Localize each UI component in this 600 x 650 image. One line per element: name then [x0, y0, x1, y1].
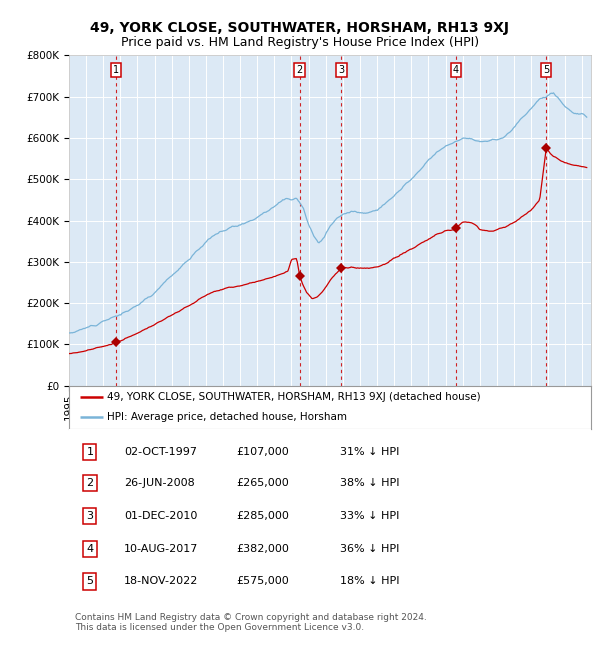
Text: Contains HM Land Registry data © Crown copyright and database right 2024.
This d: Contains HM Land Registry data © Crown c… [75, 613, 427, 632]
Text: 38% ↓ HPI: 38% ↓ HPI [340, 478, 400, 488]
Text: 18% ↓ HPI: 18% ↓ HPI [340, 577, 400, 586]
Text: 31% ↓ HPI: 31% ↓ HPI [340, 447, 400, 458]
Text: 4: 4 [86, 543, 94, 554]
Text: 49, YORK CLOSE, SOUTHWATER, HORSHAM, RH13 9XJ: 49, YORK CLOSE, SOUTHWATER, HORSHAM, RH1… [91, 21, 509, 35]
Text: 5: 5 [86, 577, 94, 586]
Text: 5: 5 [543, 65, 549, 75]
Text: 18-NOV-2022: 18-NOV-2022 [124, 577, 198, 586]
Text: 10-AUG-2017: 10-AUG-2017 [124, 543, 198, 554]
Text: 2: 2 [86, 478, 94, 488]
Text: 1: 1 [86, 447, 94, 458]
Text: 1: 1 [113, 65, 119, 75]
Text: Price paid vs. HM Land Registry's House Price Index (HPI): Price paid vs. HM Land Registry's House … [121, 36, 479, 49]
Text: 3: 3 [86, 511, 94, 521]
Text: £382,000: £382,000 [236, 543, 289, 554]
Text: £107,000: £107,000 [236, 447, 289, 458]
Text: £575,000: £575,000 [236, 577, 289, 586]
Text: £285,000: £285,000 [236, 511, 289, 521]
Text: 4: 4 [453, 65, 459, 75]
Text: HPI: Average price, detached house, Horsham: HPI: Average price, detached house, Hors… [107, 412, 347, 422]
Text: 01-DEC-2010: 01-DEC-2010 [124, 511, 197, 521]
Text: 2: 2 [296, 65, 303, 75]
Text: 33% ↓ HPI: 33% ↓ HPI [340, 511, 400, 521]
Text: £265,000: £265,000 [236, 478, 289, 488]
Text: 36% ↓ HPI: 36% ↓ HPI [340, 543, 400, 554]
Text: 3: 3 [338, 65, 344, 75]
Text: 49, YORK CLOSE, SOUTHWATER, HORSHAM, RH13 9XJ (detached house): 49, YORK CLOSE, SOUTHWATER, HORSHAM, RH1… [107, 393, 480, 402]
Text: 02-OCT-1997: 02-OCT-1997 [124, 447, 197, 458]
Text: 26-JUN-2008: 26-JUN-2008 [124, 478, 194, 488]
